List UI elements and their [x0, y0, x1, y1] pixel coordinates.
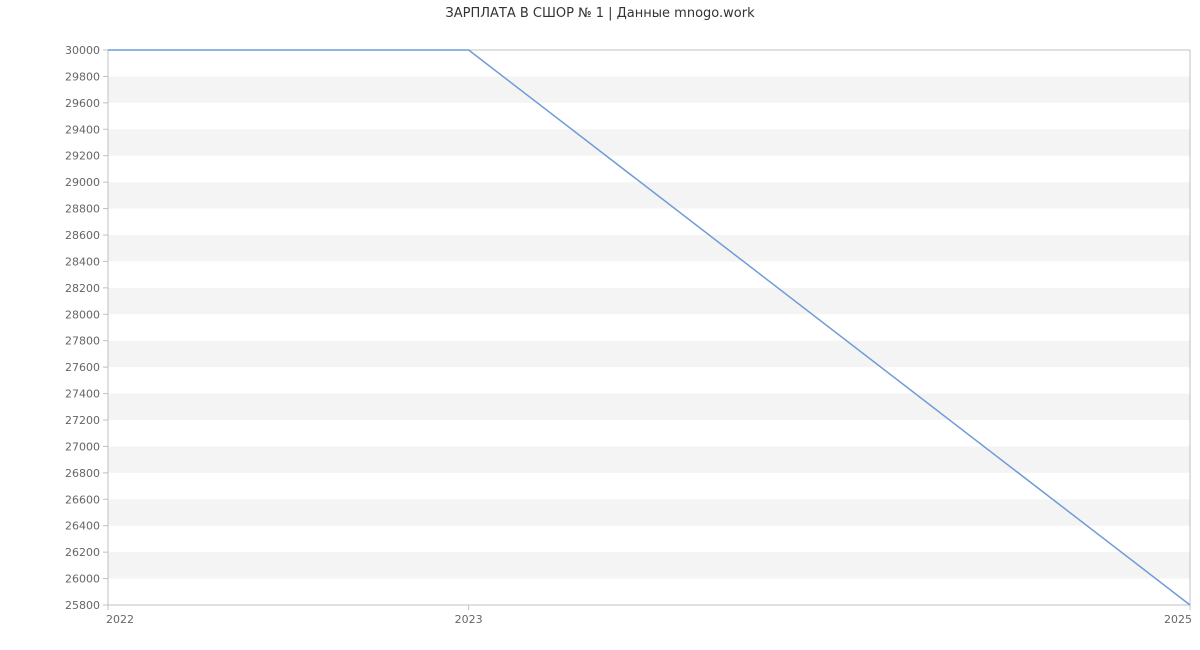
y-tick-label: 26000 [65, 573, 100, 586]
grid-band [108, 552, 1190, 578]
x-tick-label: 2022 [106, 613, 134, 626]
y-tick-label: 29000 [65, 176, 100, 189]
chart-container: ЗАРПЛАТА В СШОР № 1 | Данные mnogo.work … [0, 0, 1200, 650]
y-tick-label: 28400 [65, 255, 100, 268]
grid-band [108, 182, 1190, 208]
y-tick-label: 27200 [65, 414, 100, 427]
y-tick-label: 26200 [65, 546, 100, 559]
y-tick-label: 26600 [65, 493, 100, 506]
y-tick-label: 29400 [65, 123, 100, 136]
grid-band [108, 129, 1190, 155]
y-tick-label: 29800 [65, 70, 100, 83]
x-tick-label: 2025 [1164, 613, 1192, 626]
chart-svg: 25800 26000 26200 26400 26600 26800 27000 27200… [0, 0, 1200, 650]
y-tick-label: 27800 [65, 335, 100, 348]
y-tick-label: 27600 [65, 361, 100, 374]
grid-band [108, 76, 1190, 102]
grid-band [108, 499, 1190, 525]
grid-band [108, 235, 1190, 261]
y-tick-label: 29600 [65, 97, 100, 110]
grid-band [108, 394, 1190, 420]
y-tick-label: 27000 [65, 440, 100, 453]
y-tick-label: 28200 [65, 282, 100, 295]
grid-band [108, 446, 1190, 472]
grid-band [108, 341, 1190, 367]
y-tick-label: 30000 [65, 44, 100, 57]
y-tick-label: 27400 [65, 388, 100, 401]
y-tick-label: 28800 [65, 203, 100, 216]
grid-band [108, 288, 1190, 314]
chart-title: ЗАРПЛАТА В СШОР № 1 | Данные mnogo.work [0, 6, 1200, 21]
y-tick-label: 26400 [65, 520, 100, 533]
y-tick-label: 28600 [65, 229, 100, 242]
y-tick-label: 28000 [65, 308, 100, 321]
y-tick-label: 29200 [65, 150, 100, 163]
x-tick-label: 2023 [455, 613, 483, 626]
y-tick-label: 26800 [65, 467, 100, 480]
y-tick-label: 25800 [65, 599, 100, 612]
